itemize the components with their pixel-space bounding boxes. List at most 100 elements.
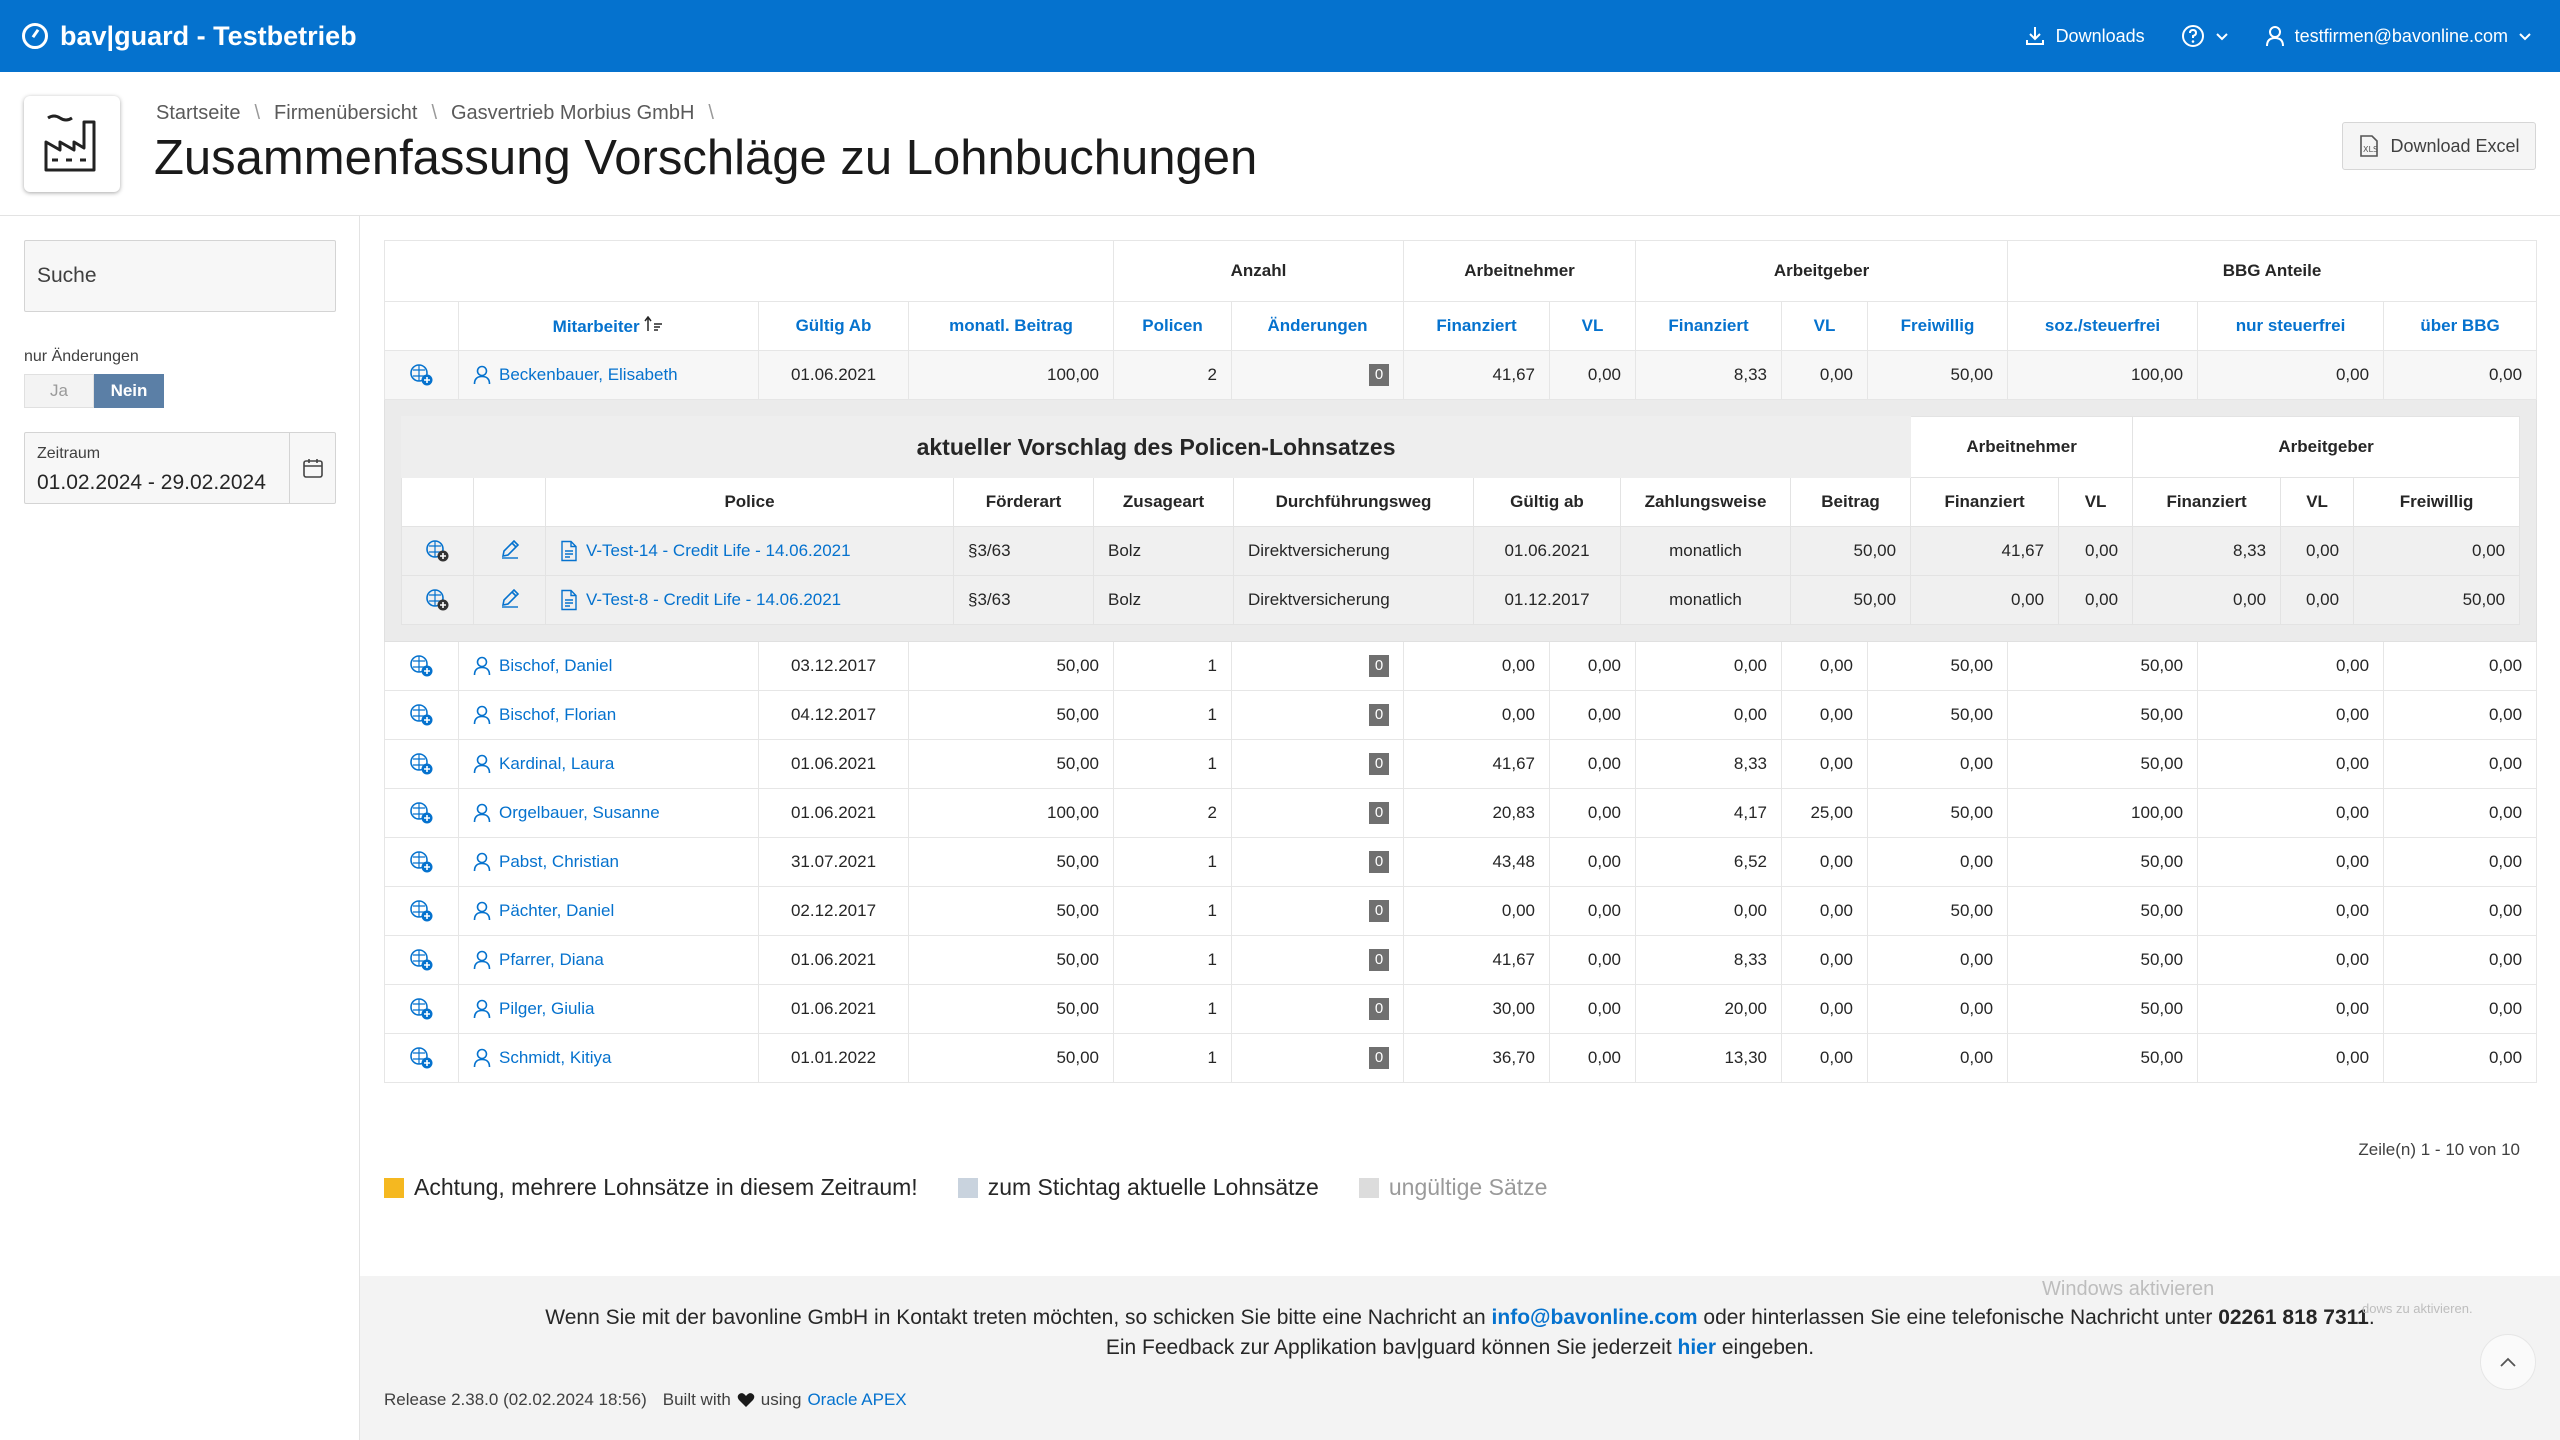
employee-link[interactable]: Pfarrer, Diana: [499, 950, 604, 969]
gauge-icon: [22, 23, 48, 49]
legend-swatch: [384, 1177, 404, 1198]
calendar-icon[interactable]: [289, 433, 335, 503]
sort-ascending-icon: [644, 315, 663, 331]
date-range-value[interactable]: 01.02.2024 - 29.02.2024: [37, 471, 266, 494]
expand-cell[interactable]: [384, 788, 459, 838]
cell-gueltig-ab: 02.12.2017: [758, 886, 909, 936]
expand-cell[interactable]: [384, 739, 459, 789]
employee-link[interactable]: Schmidt, Kitiya: [499, 1048, 612, 1067]
user-menu[interactable]: testfirmen@bavonline.com: [2265, 25, 2532, 47]
group-header-empty: [384, 240, 1114, 302]
detail-policy-row: V-Test-14 - Credit Life - 14.06.2021 §3/6…: [401, 526, 2521, 576]
cell-nur-steuerfrei: 0,00: [2197, 739, 2385, 789]
column-header-freiwillig[interactable]: Freiwillig: [1867, 301, 2009, 351]
legend-label: zum Stichtag aktuelle Lohnsätze: [987, 1174, 1319, 1200]
cell-mitarbeiter[interactable]: Pilger, Giulia: [458, 984, 759, 1034]
column-header-an-vl[interactable]: VL: [1549, 301, 1637, 351]
search-input[interactable]: Suche: [24, 240, 336, 312]
cell-police[interactable]: V-Test-8 - Credit Life - 14.06.2021: [545, 575, 954, 625]
download-excel-button[interactable]: XLS Download Excel: [2342, 122, 2536, 170]
employee-link[interactable]: Pächter, Daniel: [499, 901, 615, 920]
column-header-an-finanziert[interactable]: Finanziert: [1403, 301, 1551, 351]
scroll-to-top-button[interactable]: [2480, 1334, 2536, 1390]
cell-mitarbeiter[interactable]: Orgelbauer, Susanne: [458, 788, 759, 838]
cell-aenderungen: 0: [1230, 1033, 1405, 1083]
expand-cell[interactable]: [384, 350, 459, 400]
contact-email-link[interactable]: info@bavonline.com: [1491, 1306, 1698, 1329]
breadcrumb-company[interactable]: Gasvertrieb Morbius GmbH: [451, 102, 695, 124]
cell-nur-steuerfrei: 0,00: [2197, 935, 2385, 985]
cell-durchfuehrungsweg: Direktversicherung: [1233, 526, 1474, 576]
employee-link[interactable]: Bischof, Daniel: [499, 656, 613, 675]
expand-cell[interactable]: [401, 526, 474, 576]
column-header-ag-vl[interactable]: VL: [1781, 301, 1869, 351]
column-header-policen[interactable]: Policen: [1113, 301, 1232, 351]
date-range-field[interactable]: Zeitraum 01.02.2024 - 29.02.2024: [24, 432, 336, 504]
expand-cell[interactable]: [384, 690, 459, 740]
edit-cell[interactable]: [473, 575, 546, 625]
only-changes-toggle: Ja Nein: [24, 374, 164, 408]
toggle-option-ja[interactable]: Ja: [24, 374, 94, 408]
column-header-aenderungen[interactable]: Änderungen: [1230, 301, 1405, 351]
expand-cell[interactable]: [384, 984, 459, 1034]
cell-mitarbeiter[interactable]: Pfarrer, Diana: [458, 935, 759, 985]
column-header-row: Mitarbeiter Gültig Ab monatl. Beitrag Po…: [384, 301, 2538, 351]
cell-mitarbeiter[interactable]: Bischof, Daniel: [458, 641, 759, 691]
cell-gueltig-ab: 01.06.2021: [758, 739, 909, 789]
help-menu[interactable]: [2181, 24, 2229, 48]
cell-mitarbeiter[interactable]: Beckenbauer, Elisabeth: [458, 350, 759, 400]
edit-icon: [501, 588, 519, 608]
policy-link[interactable]: V-Test-14 - Credit Life - 14.06.2021: [586, 541, 851, 560]
cell-mitarbeiter[interactable]: Pabst, Christian: [458, 837, 759, 887]
table-row: Pilger, Giulia 01.06.2021 50,00 1 0 30,00 0,00…: [384, 984, 2538, 1034]
detail-column-header-freiwillig: Freiwillig: [2353, 477, 2521, 527]
column-header-gueltig-ab[interactable]: Gültig Ab: [758, 301, 909, 351]
employee-link[interactable]: Orgelbauer, Susanne: [499, 803, 660, 822]
cell-ag-finanziert: 13,30: [1635, 1033, 1783, 1083]
oracle-apex-link[interactable]: Oracle APEX: [807, 1390, 907, 1409]
expand-cell[interactable]: [401, 575, 474, 625]
expand-cell[interactable]: [384, 1033, 459, 1083]
cell-ag-vl: 0,00: [1781, 739, 1869, 789]
cell-mitarbeiter[interactable]: Bischof, Florian: [458, 690, 759, 740]
cell-mitarbeiter[interactable]: Pächter, Daniel: [458, 886, 759, 936]
changes-badge: 0: [1369, 851, 1390, 873]
feedback-link[interactable]: hier: [1677, 1336, 1717, 1359]
expand-cell[interactable]: [384, 641, 459, 691]
column-header-expand: [384, 301, 459, 351]
detail-title: aktueller Vorschlag des Policen-Lohnsatz…: [400, 416, 1912, 478]
column-header-mitarbeiter[interactable]: Mitarbeiter: [458, 301, 759, 351]
cell-police[interactable]: V-Test-14 - Credit Life - 14.06.2021: [545, 526, 954, 576]
cell-mitarbeiter[interactable]: Kardinal, Laura: [458, 739, 759, 789]
cell-beitrag: 50,00: [908, 739, 1114, 789]
column-header-beitrag[interactable]: monatl. Beitrag: [908, 301, 1114, 351]
cell-gueltig-ab: 04.12.2017: [758, 690, 909, 740]
employee-link[interactable]: Kardinal, Laura: [499, 754, 615, 773]
column-header-ag-finanziert[interactable]: Finanziert: [1635, 301, 1783, 351]
downloads-menu[interactable]: Downloads: [2024, 25, 2145, 47]
cell-ag-finanziert: 6,52: [1635, 837, 1783, 887]
expand-cell[interactable]: [384, 837, 459, 887]
employee-link[interactable]: Bischof, Florian: [499, 705, 617, 724]
table-row: Pächter, Daniel 02.12.2017 50,00 1 0 0,00 0,00…: [384, 886, 2538, 936]
cell-aenderungen: 0: [1230, 739, 1405, 789]
breadcrumb-firmenuebersicht[interactable]: Firmenübersicht: [274, 102, 418, 124]
toggle-option-nein[interactable]: Nein: [94, 374, 164, 408]
employee-link[interactable]: Pabst, Christian: [499, 852, 619, 871]
breadcrumb-separator: \: [431, 102, 437, 124]
app-title[interactable]: bav|guard - Testbetrieb: [60, 20, 357, 51]
employee-link[interactable]: Beckenbauer, Elisabeth: [499, 365, 678, 384]
breadcrumb-startseite[interactable]: Startseite: [156, 102, 241, 124]
column-header-nur-steuerfrei[interactable]: nur steuerfrei: [2197, 301, 2385, 351]
user-icon: [473, 999, 491, 1019]
policy-link[interactable]: V-Test-8 - Credit Life - 14.06.2021: [586, 590, 842, 609]
edit-cell[interactable]: [473, 526, 546, 576]
expand-cell[interactable]: [384, 935, 459, 985]
expand-policy-icon: [425, 589, 448, 611]
column-header-ueber-bbg[interactable]: über BBG: [2383, 301, 2538, 351]
column-header-soz-steuerfrei[interactable]: soz./steuerfrei: [2007, 301, 2199, 351]
employee-link[interactable]: Pilger, Giulia: [499, 999, 595, 1018]
expand-cell[interactable]: [384, 886, 459, 936]
cell-mitarbeiter[interactable]: Schmidt, Kitiya: [458, 1033, 759, 1083]
only-changes-label: nur Änderungen: [24, 348, 139, 365]
